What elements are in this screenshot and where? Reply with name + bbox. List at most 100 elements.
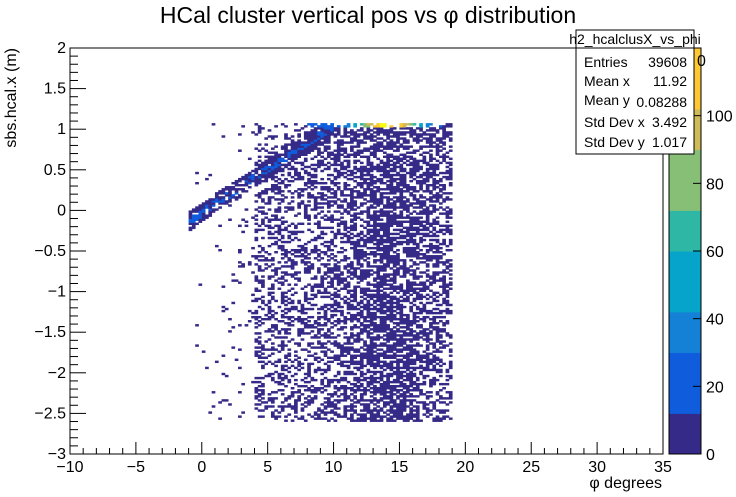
heatmap-cell	[346, 291, 351, 295]
heatmap-cell	[422, 208, 427, 211]
heatmap-cell	[277, 165, 282, 169]
heatmap-cell	[317, 163, 321, 167]
heatmap-cell	[412, 171, 417, 175]
heatmap-cell	[326, 125, 331, 128]
heatmap-cell	[323, 194, 328, 197]
heatmap-cell	[422, 315, 427, 319]
heatmap-cell	[340, 139, 344, 142]
heatmap-cell	[406, 251, 410, 254]
heatmap-cell	[438, 246, 443, 250]
heatmap-cell	[399, 133, 404, 136]
heatmap-cell	[343, 354, 348, 357]
heatmap-cell	[277, 224, 282, 228]
heatmap-cell	[396, 242, 400, 246]
heatmap-cell	[323, 277, 328, 280]
heatmap-cell	[448, 277, 453, 280]
heatmap-cell	[392, 232, 397, 236]
heatmap-cell	[294, 405, 298, 408]
heatmap-cell	[297, 344, 302, 347]
heatmap-cell	[406, 242, 410, 246]
heatmap-cell	[396, 364, 400, 368]
heatmap-cell	[406, 287, 410, 290]
heatmap-cell	[284, 251, 288, 254]
heatmap-cell	[432, 326, 437, 329]
heatmap-cell	[346, 206, 351, 209]
heatmap-cell	[399, 228, 404, 232]
heatmap-cell	[208, 208, 213, 211]
heatmap-cell	[376, 391, 381, 394]
heatmap-cell	[412, 210, 417, 213]
heatmap-cell	[264, 137, 269, 140]
heatmap-cell	[267, 220, 272, 223]
heatmap-cell	[326, 161, 331, 165]
heatmap-cell	[254, 167, 259, 171]
heatmap-cell	[419, 206, 423, 209]
heatmap-cell	[399, 372, 404, 376]
heatmap-cell	[448, 248, 453, 252]
heatmap-cell	[429, 149, 433, 152]
heatmap-cell	[445, 391, 450, 394]
heatmap-cell	[353, 293, 358, 297]
heatmap-cell	[386, 309, 390, 313]
heatmap-cell	[356, 354, 361, 357]
heatmap-cell	[326, 218, 331, 221]
heatmap-cell	[274, 167, 278, 171]
heatmap-cell	[280, 271, 285, 274]
heatmap-cell	[353, 324, 358, 327]
heatmap-cell	[399, 175, 404, 179]
heatmap-cell	[409, 403, 414, 406]
heatmap-cell	[429, 129, 433, 132]
heatmap-cell	[392, 334, 397, 337]
heatmap-cell	[369, 387, 374, 390]
heatmap-cell	[419, 275, 423, 278]
heatmap-cell	[336, 334, 341, 337]
heatmap-cell	[376, 409, 381, 412]
heatmap-cell	[409, 226, 414, 230]
heatmap-cell	[254, 389, 259, 392]
heatmap-cell	[310, 141, 315, 144]
heatmap-cell	[251, 216, 255, 219]
heatmap-cell	[399, 287, 404, 290]
heatmap-cell	[379, 224, 384, 228]
heatmap-cell	[297, 202, 302, 205]
heatmap-cell	[379, 279, 384, 282]
heatmap-cell	[435, 194, 440, 197]
heatmap-cell	[373, 127, 377, 130]
heatmap-cell	[415, 159, 420, 163]
heatmap-cell	[336, 389, 341, 392]
heatmap-cell	[435, 291, 440, 295]
heatmap-cell	[445, 244, 450, 248]
heatmap-cell	[396, 291, 400, 295]
heatmap-cell	[343, 255, 348, 258]
heatmap-cell	[261, 175, 265, 179]
heatmap-cell	[313, 370, 318, 374]
heatmap-cell	[406, 240, 410, 244]
heatmap-cell	[445, 378, 450, 382]
heatmap-cell	[366, 171, 371, 175]
heatmap-cell	[191, 220, 196, 223]
heatmap-cell	[356, 313, 361, 317]
heatmap-cell	[307, 350, 311, 353]
heatmap-cell	[313, 248, 318, 252]
colorbar-tick-label: 20	[706, 379, 724, 396]
heatmap-cell	[396, 131, 400, 134]
heatmap-cell	[211, 200, 216, 203]
heatmap-cell	[399, 234, 404, 238]
heatmap-cell	[369, 123, 374, 126]
heatmap-cell	[425, 360, 430, 364]
heatmap-cell	[445, 177, 450, 181]
heatmap-cell	[340, 200, 344, 203]
heatmap-cell	[323, 147, 328, 150]
heatmap-cell	[303, 135, 308, 138]
heatmap-cell	[425, 151, 430, 154]
heatmap-cell	[406, 208, 410, 211]
heatmap-cell	[228, 403, 232, 406]
heatmap-cell	[435, 393, 440, 396]
heatmap-cell	[406, 238, 410, 242]
heatmap-cell	[363, 419, 367, 422]
heatmap-cell	[445, 171, 450, 175]
heatmap-cell	[313, 173, 318, 177]
heatmap-cell	[373, 409, 377, 412]
heatmap-cell	[389, 190, 394, 193]
heatmap-cell	[333, 407, 338, 410]
